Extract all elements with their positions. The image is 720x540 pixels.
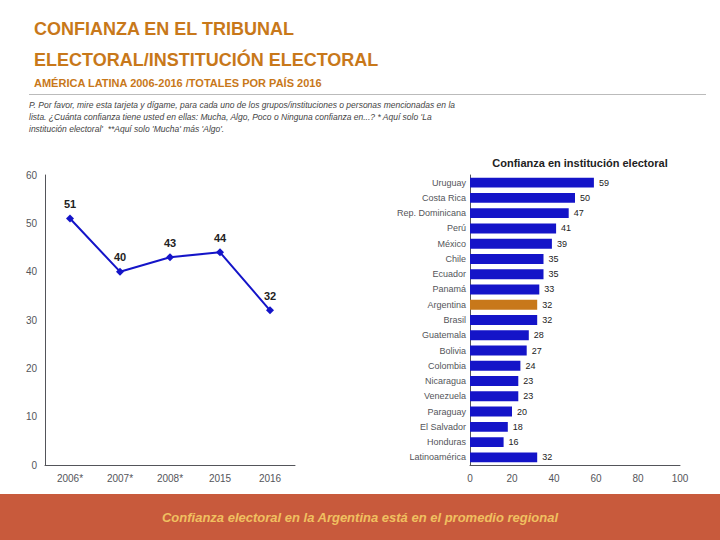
svg-text:60: 60	[26, 170, 38, 181]
svg-text:Costa Rica: Costa Rica	[422, 193, 466, 203]
svg-text:33: 33	[544, 284, 554, 294]
svg-text:47: 47	[574, 208, 584, 218]
svg-text:44: 44	[214, 232, 227, 244]
svg-text:60: 60	[590, 473, 602, 484]
svg-text:80: 80	[632, 473, 644, 484]
svg-text:59: 59	[599, 178, 609, 188]
svg-text:40: 40	[548, 473, 560, 484]
svg-text:23: 23	[523, 391, 533, 401]
svg-text:Panamá: Panamá	[432, 284, 466, 294]
svg-text:Venezuela: Venezuela	[424, 391, 466, 401]
svg-text:20: 20	[506, 473, 518, 484]
svg-text:Confianza en institución elect: Confianza en institución electoral	[492, 157, 667, 169]
svg-text:18: 18	[513, 422, 523, 432]
svg-text:30: 30	[26, 315, 38, 326]
svg-text:20: 20	[26, 363, 38, 374]
svg-text:35: 35	[549, 254, 559, 264]
svg-text:Ecuador: Ecuador	[432, 269, 466, 279]
svg-text:27: 27	[532, 346, 542, 356]
svg-text:AMÉRICA LATINA 2006-2016 /TOTA: AMÉRICA LATINA 2006-2016 /TOTALES POR PA…	[34, 77, 322, 89]
svg-text:2008*: 2008*	[157, 473, 183, 484]
svg-text:0: 0	[31, 460, 37, 471]
svg-text:El Salvador: El Salvador	[420, 422, 466, 432]
svg-text:Bolivia: Bolivia	[439, 346, 466, 356]
svg-text:Latinoamérica: Latinoamérica	[409, 452, 466, 462]
svg-text:50: 50	[26, 218, 38, 229]
svg-text:40: 40	[26, 266, 38, 277]
svg-text:51: 51	[64, 198, 76, 210]
svg-text:2006*: 2006*	[57, 473, 83, 484]
svg-text:40: 40	[114, 251, 126, 263]
svg-text:Brasil: Brasil	[443, 315, 466, 325]
svg-text:lista. ¿Cuánta confianza tiene: lista. ¿Cuánta confianza tiene usted en …	[29, 112, 432, 122]
svg-text:10: 10	[26, 411, 38, 422]
svg-text:Perú: Perú	[447, 223, 466, 233]
svg-text:Nicaragua: Nicaragua	[425, 376, 466, 386]
svg-text:50: 50	[580, 193, 590, 203]
svg-text:Paraguay: Paraguay	[427, 407, 466, 417]
svg-text:México: México	[437, 239, 466, 249]
svg-text:Guatemala: Guatemala	[422, 330, 466, 340]
svg-text:CONFIANZA EN EL TRIBUNAL: CONFIANZA EN EL TRIBUNAL	[34, 19, 294, 39]
svg-text:Honduras: Honduras	[427, 437, 467, 447]
svg-text:Argentina: Argentina	[427, 300, 466, 310]
svg-text:2016: 2016	[259, 473, 282, 484]
svg-text:institución electoral' **Aquí: institución electoral' **Aquí solo 'Much…	[29, 124, 224, 134]
svg-text:P. Por favor, mire esta tarjet: P. Por favor, mire esta tarjeta y dígame…	[29, 100, 455, 110]
svg-text:43: 43	[164, 237, 176, 249]
svg-text:Uruguay: Uruguay	[432, 178, 467, 188]
svg-text:Colombia: Colombia	[428, 361, 466, 371]
svg-text:39: 39	[557, 239, 567, 249]
svg-text:16: 16	[509, 437, 519, 447]
svg-text:23: 23	[523, 376, 533, 386]
svg-text:20: 20	[517, 407, 527, 417]
svg-text:24: 24	[525, 361, 535, 371]
svg-text:2015: 2015	[209, 473, 232, 484]
svg-text:2007*: 2007*	[107, 473, 133, 484]
svg-text:Confianza electoral en la Arge: Confianza electoral en la Argentina está…	[162, 510, 559, 525]
svg-text:ELECTORAL/INSTITUCIÓN ELECTORA: ELECTORAL/INSTITUCIÓN ELECTORAL	[34, 49, 378, 70]
svg-text:Rep. Dominicana: Rep. Dominicana	[397, 208, 466, 218]
svg-text:100: 100	[672, 473, 689, 484]
svg-text:41: 41	[561, 223, 571, 233]
svg-text:28: 28	[534, 330, 544, 340]
svg-text:Chile: Chile	[445, 254, 466, 264]
svg-text:32: 32	[542, 452, 552, 462]
svg-text:35: 35	[549, 269, 559, 279]
svg-text:32: 32	[542, 315, 552, 325]
svg-text:32: 32	[542, 300, 552, 310]
svg-text:0: 0	[467, 473, 473, 484]
svg-text:32: 32	[264, 290, 276, 302]
